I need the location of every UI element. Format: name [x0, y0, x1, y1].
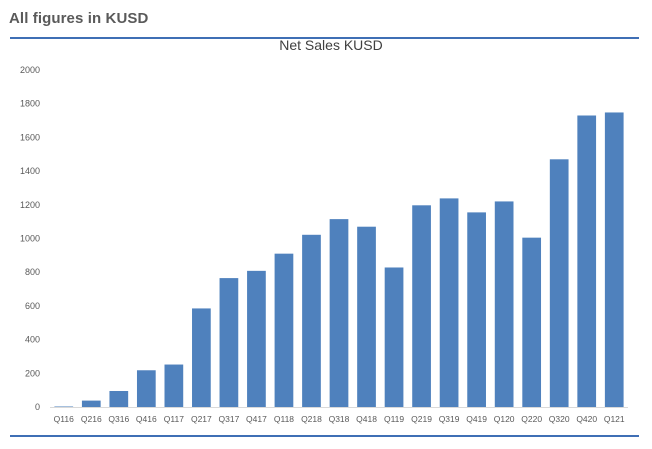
- bar-q120: [494, 201, 514, 407]
- bar-q118: [274, 253, 294, 407]
- y-tick-label: 1600: [20, 132, 40, 142]
- bar-q318: [329, 219, 349, 407]
- x-tick-label: Q418: [356, 414, 377, 424]
- x-tick-label: Q319: [439, 414, 460, 424]
- bar-q416: [136, 370, 156, 407]
- x-tick-label: Q118: [274, 414, 294, 424]
- bar-q219: [412, 205, 431, 407]
- bar-q119: [384, 267, 404, 407]
- y-tick-label: 1800: [20, 99, 40, 109]
- x-tick-label: Q117: [164, 414, 184, 424]
- x-tick-label: Q420: [576, 414, 597, 424]
- bar-q319: [439, 198, 459, 407]
- bar-q417: [247, 270, 266, 407]
- bar-q317: [219, 278, 239, 407]
- x-tick-label: Q318: [329, 414, 350, 424]
- x-tick-label: Q216: [81, 414, 102, 424]
- bar-q116: [54, 406, 74, 407]
- y-tick-label: 800: [25, 267, 40, 277]
- y-tick-label: 1000: [20, 234, 40, 244]
- x-tick-label: Q119: [384, 414, 404, 424]
- bar-q121: [604, 112, 624, 407]
- chart-title: Net Sales KUSD: [279, 37, 382, 53]
- bar-q216: [81, 400, 101, 407]
- y-tick-label: 1200: [20, 200, 40, 210]
- x-tick-label: Q121: [604, 414, 625, 424]
- y-tick-label: 2000: [20, 65, 40, 75]
- bottom-divider: [10, 435, 639, 437]
- y-tick-label: 200: [25, 368, 40, 378]
- x-tick-label: Q417: [246, 414, 267, 424]
- x-tick-label: Q316: [108, 414, 129, 424]
- x-tick-label: Q217: [191, 414, 212, 424]
- page-title: All figures in KUSD: [9, 10, 149, 27]
- y-tick-label: 0: [35, 402, 40, 412]
- x-tick-label: Q120: [494, 414, 515, 424]
- x-tick-label: Q219: [411, 414, 432, 424]
- x-tick-label: Q116: [54, 414, 74, 424]
- bar-q117: [164, 364, 184, 407]
- y-tick-label: 400: [25, 335, 40, 345]
- bar-q217: [192, 308, 211, 407]
- bar-q218: [302, 234, 321, 407]
- x-tick-label: Q320: [549, 414, 570, 424]
- y-tick-label: 600: [25, 301, 40, 311]
- bar-q418: [357, 226, 376, 407]
- bar-q316: [109, 390, 129, 407]
- x-tick-label: Q416: [136, 414, 157, 424]
- x-tick-label: Q317: [219, 414, 240, 424]
- top-divider: [10, 37, 639, 39]
- bar-q420: [577, 115, 597, 408]
- x-tick-label: Q220: [521, 414, 542, 424]
- x-tick-label: Q419: [466, 414, 487, 424]
- bar-q419: [467, 212, 486, 407]
- bar-q220: [522, 237, 542, 407]
- y-tick-label: 1400: [20, 166, 40, 176]
- bar-q320: [549, 159, 569, 407]
- x-tick-label: Q218: [301, 414, 322, 424]
